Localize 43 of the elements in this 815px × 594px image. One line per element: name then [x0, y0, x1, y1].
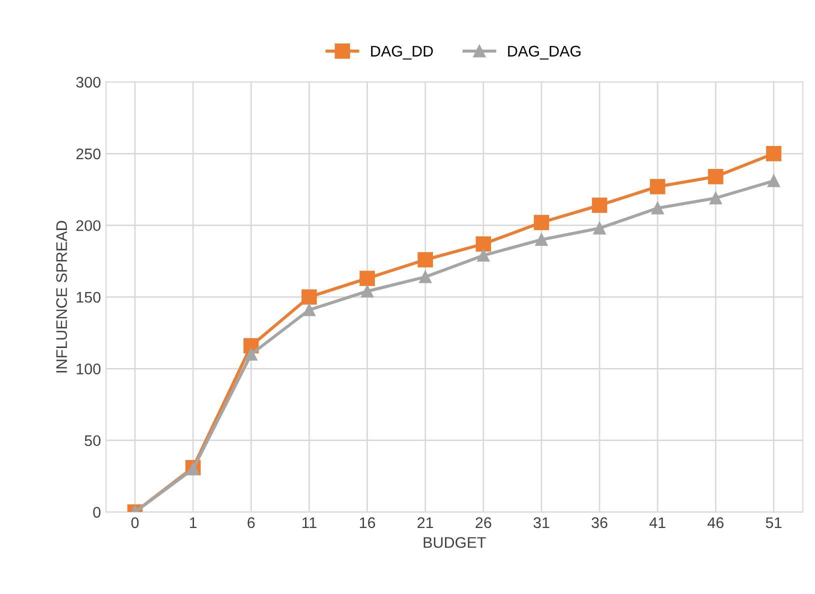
point: [592, 198, 608, 213]
x-tick-label: 6: [248, 517, 255, 528]
x-tick-label: 46: [708, 517, 724, 528]
point: [186, 462, 200, 476]
x-tick-label: 16: [360, 517, 376, 528]
point: [477, 249, 490, 262]
point: [302, 304, 316, 316]
point: [302, 289, 317, 305]
point: [650, 178, 666, 194]
x-tick-label: 0: [131, 517, 139, 528]
point: [361, 285, 374, 298]
x-tick-label: 36: [592, 517, 608, 528]
y-axis-title: INFLUENCE SPREAD: [56, 220, 68, 372]
y-tick-label: 200: [76, 220, 100, 232]
x-tick-label: 31: [534, 517, 550, 528]
x-axis-title: BUDGET: [424, 537, 486, 548]
x-tick-label: 41: [649, 517, 666, 528]
point: [360, 270, 375, 286]
point: [708, 168, 724, 184]
y-tick-label: 150: [76, 292, 100, 303]
x-tick-label: 26: [476, 517, 492, 528]
y-tick-label: 100: [76, 364, 100, 374]
y-tick-label: 50: [84, 435, 100, 446]
x-tick-label: 21: [418, 517, 434, 528]
legend-label: DAG_DD: [371, 46, 433, 60]
point: [244, 348, 258, 361]
y-tick-label: 0: [93, 506, 100, 518]
x-tick-label: 1: [190, 517, 197, 528]
point: [418, 252, 433, 268]
point: [767, 174, 780, 188]
y-tick-label: 250: [76, 148, 100, 160]
y-tick-label: 300: [76, 76, 100, 88]
point: [534, 214, 550, 230]
point: [476, 236, 492, 252]
point: [766, 146, 782, 162]
point: [709, 192, 722, 204]
point: [651, 202, 664, 214]
point: [535, 233, 548, 246]
point: [593, 222, 606, 234]
legend-label: DAG_DAG: [508, 46, 580, 60]
point: [419, 270, 432, 284]
x-tick-label: 11: [302, 517, 316, 528]
x-tick-label: 51: [766, 517, 782, 528]
